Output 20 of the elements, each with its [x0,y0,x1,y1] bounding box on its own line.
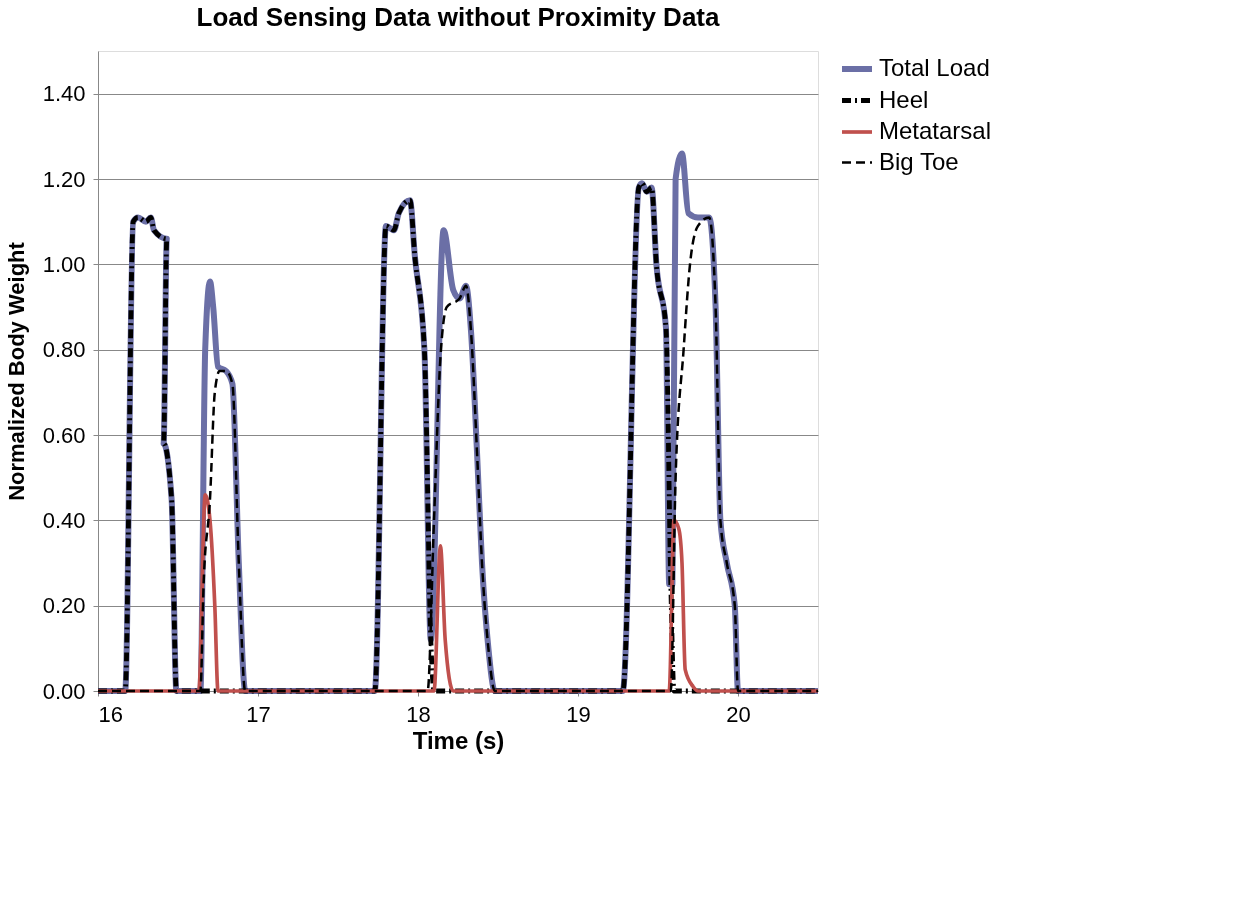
legend-label: Metatarsal [879,117,992,144]
legend-label: Heel [879,85,929,113]
x-tick-label: 20 [726,701,751,727]
y-tick-label: 1.00 [42,251,86,277]
y-tick-label: 0.80 [42,337,86,363]
y-tick-label: 0.00 [42,678,86,704]
y-tick-label: 0.40 [42,507,86,533]
y-axis-title: Normalized Body Weight [3,241,29,501]
y-tick-label: 1.40 [42,81,86,107]
x-tick-label: 19 [566,701,591,727]
legend-label: Total Load [879,54,990,81]
y-tick-label: 0.60 [42,422,86,448]
legend-label: Big Toe [879,147,959,175]
x-tick-label: 17 [246,701,271,727]
chart-title: Load Sensing Data without Proximity Data [196,2,721,32]
y-tick-label: 1.20 [42,166,86,192]
x-axis-title: Time (s) [412,726,505,754]
x-tick-label: 18 [406,701,431,727]
y-tick-label: 0.20 [42,593,86,619]
x-tick-label: 16 [98,701,123,727]
